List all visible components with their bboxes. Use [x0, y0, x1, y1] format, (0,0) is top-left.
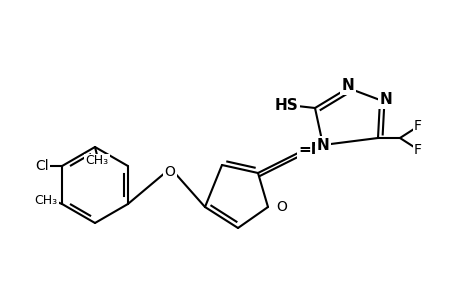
Text: O: O	[164, 165, 175, 179]
Text: N: N	[341, 79, 353, 94]
Text: CH₃: CH₃	[34, 194, 57, 206]
Text: N: N	[379, 92, 392, 107]
Text: =N: =N	[297, 142, 323, 158]
Text: F: F	[413, 119, 421, 133]
Text: N: N	[316, 137, 329, 152]
Text: HS: HS	[274, 98, 298, 113]
Text: F: F	[413, 143, 421, 157]
Text: Cl: Cl	[35, 159, 49, 173]
Text: O: O	[275, 200, 286, 214]
Text: CH₃: CH₃	[85, 154, 108, 167]
